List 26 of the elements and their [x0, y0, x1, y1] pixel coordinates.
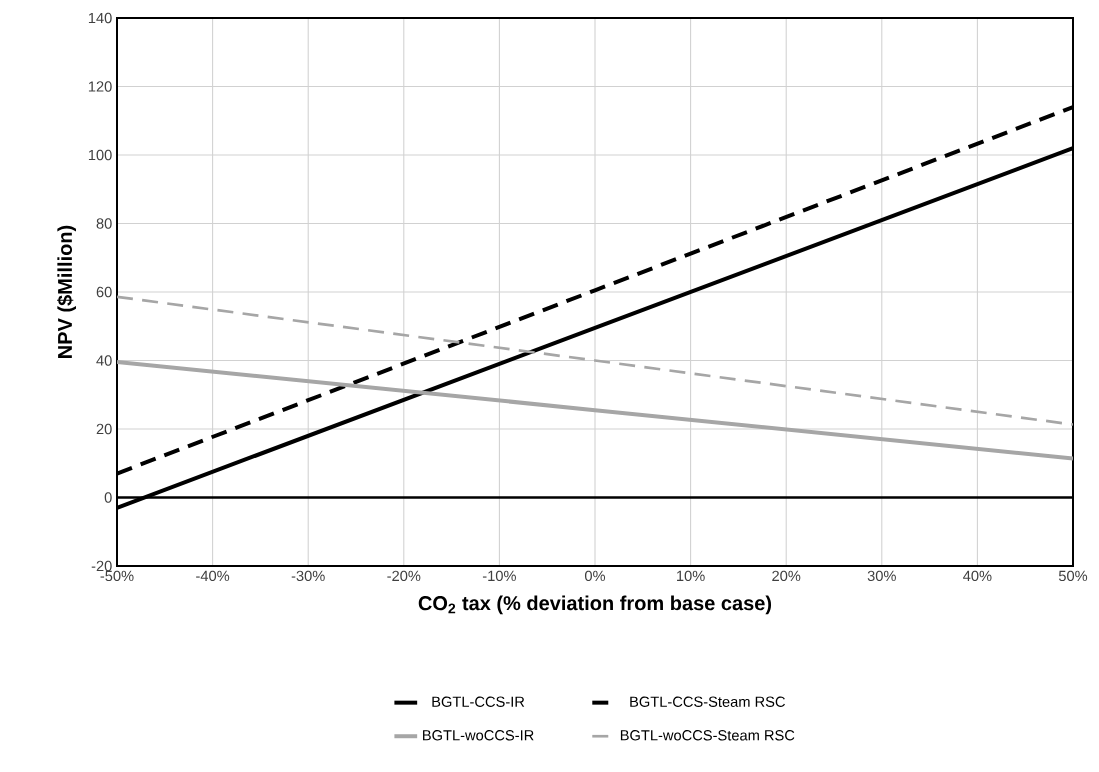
y-axis-title: NPV ($Million)	[57, 225, 76, 358]
y-tick-label: 40	[96, 355, 112, 366]
y-tick-label: 80	[96, 218, 112, 229]
y-tick-label: 140	[88, 12, 112, 24]
x-tick-label: -50%	[100, 570, 134, 582]
x-tick-label: 30%	[867, 570, 896, 582]
legend-label: BGTL-CCS-Steam RSC	[630, 696, 785, 707]
x-tick-label: 20%	[772, 570, 801, 582]
x-tick-label: 0%	[584, 570, 606, 582]
y-tick-label: 0	[104, 492, 112, 503]
x-axis-title: CO$_{2}$ tax (% deviation from base case)	[418, 595, 772, 615]
y-tick-label: 60	[96, 286, 112, 298]
x-tick-label: -30%	[291, 570, 325, 582]
y-tick-label: 120	[88, 81, 112, 92]
legend-label: BGTL-CCS-IR	[432, 696, 525, 707]
y-tick-label: -20	[91, 560, 112, 572]
x-tick-label: -20%	[387, 570, 421, 582]
x-tick-label: 10%	[677, 570, 705, 582]
x-tick-label: -40%	[196, 570, 230, 582]
legend-label: BGTL-woCCS-IR	[423, 730, 534, 741]
x-tick-label: -10%	[482, 570, 516, 582]
legend-label: BGTL-woCCS-Steam RSC	[620, 730, 795, 741]
y-tick-label: 20	[96, 423, 112, 435]
x-tick-label: 50%	[1058, 570, 1088, 582]
x-tick-label: 40%	[963, 570, 992, 582]
y-tick-label: 100	[88, 149, 112, 161]
